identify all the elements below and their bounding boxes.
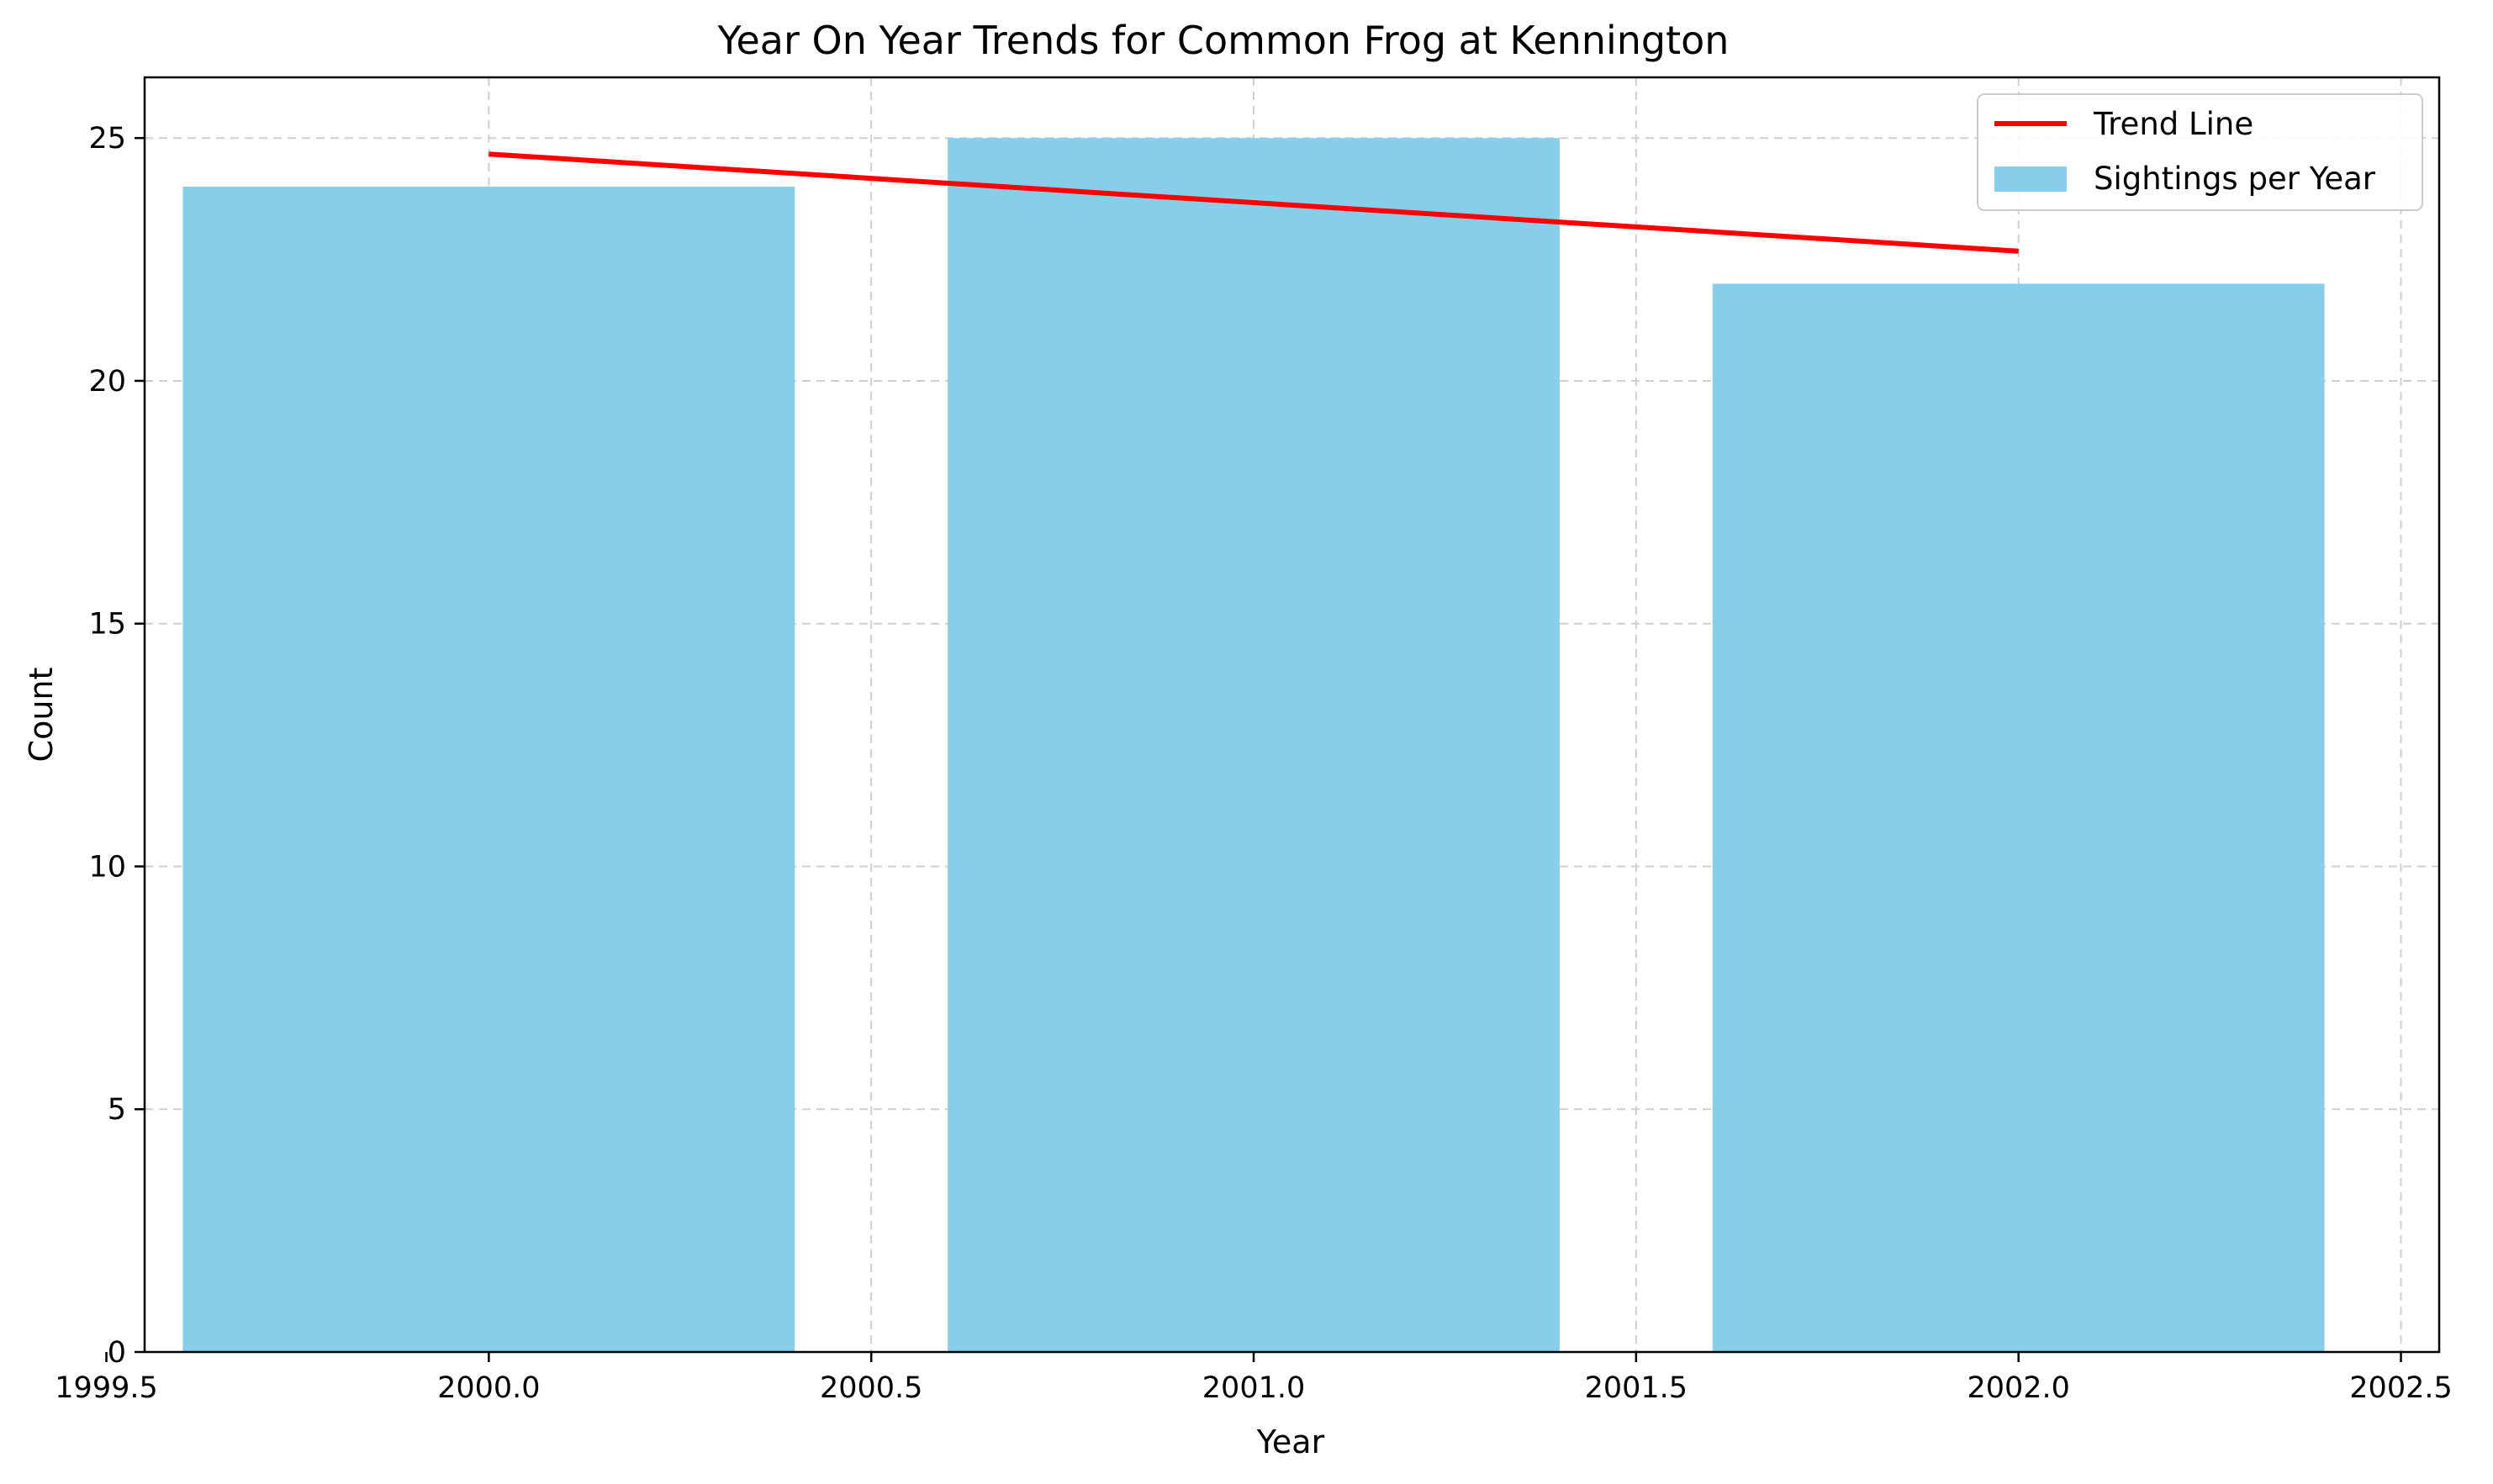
legend-box [1977,93,2423,211]
y-tick-label: 10 [88,850,126,884]
x-tick-label: 2000.5 [820,1371,922,1405]
legend: Trend Line Sightings per Year [1977,93,2423,211]
y-tick-label: 25 [88,122,126,156]
trend-line [489,151,2019,254]
trend-line-layer [489,151,2019,254]
x-tick-label: 2001.5 [1585,1371,1688,1405]
bar-2001 [948,138,1560,1353]
y-axis-ticks: 0 5 10 15 20 25 [88,122,145,1370]
bars [182,138,2325,1353]
y-tick-label: 5 [108,1093,126,1127]
y-tick-label: 0 [108,1336,126,1370]
x-tick-label: 2002.5 [2349,1371,2452,1405]
chart-title: Year On Year Trends for Common Frog at K… [717,18,1730,63]
y-axis-title: Count [23,668,60,763]
bar-2000 [182,186,795,1352]
x-tick-label: 2000.0 [437,1371,540,1405]
bar-2002 [1712,283,2325,1352]
legend-sightings-label: Sightings per Year [2094,161,2376,197]
legend-sightings-swatch [1994,166,2067,192]
y-tick-label: 15 [88,608,126,642]
legend-trend-line-label: Trend Line [2093,106,2253,142]
plot-frame [143,76,2441,1354]
x-axis-ticks: 1999.5 2000.0 2000.5 2001.0 2001.5 2002.0 2002… [55,1352,2453,1405]
x-axis-title: Year [1256,1423,1325,1460]
x-tick-label: 2001.0 [1202,1371,1305,1405]
x-tick-label: 1999.5 [55,1371,157,1405]
x-tick-label: 2002.0 [1967,1371,2069,1405]
y-tick-label: 20 [88,365,126,399]
